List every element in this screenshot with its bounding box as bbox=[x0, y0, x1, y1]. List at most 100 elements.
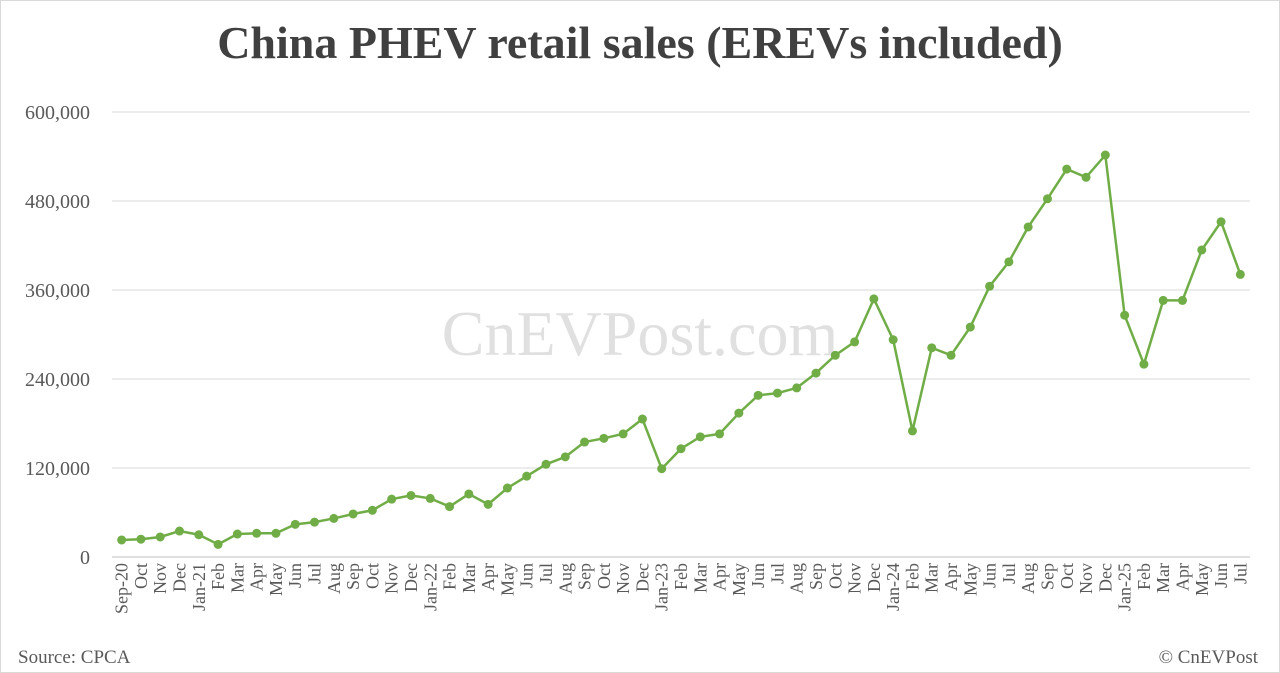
data-point bbox=[541, 459, 551, 469]
data-point bbox=[985, 281, 995, 291]
x-tick-label: Apr bbox=[941, 563, 961, 591]
x-tick-label: Aug bbox=[787, 563, 807, 594]
x-tick-label: Dec bbox=[864, 563, 884, 592]
x-tick-label: Mar bbox=[1153, 563, 1173, 593]
data-point bbox=[425, 493, 435, 503]
x-tick-label: Apr bbox=[247, 563, 267, 591]
data-point bbox=[1023, 222, 1033, 232]
x-tick-label: Jul bbox=[767, 563, 787, 584]
x-tick-label: Dec bbox=[170, 563, 190, 592]
data-point bbox=[1177, 295, 1187, 305]
x-tick-label: Jan-24 bbox=[883, 563, 903, 611]
x-tick-label: Aug bbox=[1018, 563, 1038, 594]
x-tick-label: Dec bbox=[1095, 563, 1115, 592]
x-tick-label: Oct bbox=[594, 563, 614, 589]
data-point bbox=[1197, 245, 1207, 255]
data-point bbox=[406, 490, 416, 500]
x-tick-label: Feb bbox=[1134, 563, 1154, 590]
x-tick-label: May bbox=[497, 563, 517, 596]
x-tick-label: Jun bbox=[980, 563, 1000, 588]
x-tick-label: Feb bbox=[902, 563, 922, 590]
data-point bbox=[387, 494, 397, 504]
data-point bbox=[676, 444, 686, 454]
data-point bbox=[1081, 172, 1091, 182]
x-tick-label: Nov bbox=[382, 563, 402, 594]
data-point bbox=[1042, 194, 1052, 204]
data-point bbox=[734, 408, 744, 418]
data-point bbox=[811, 368, 821, 378]
data-point bbox=[483, 499, 493, 509]
x-tick-label: Apr bbox=[1172, 563, 1192, 591]
x-tick-label: Oct bbox=[825, 563, 845, 589]
data-point bbox=[175, 526, 185, 536]
chart-title: China PHEV retail sales (EREVs included) bbox=[217, 17, 1063, 68]
data-point bbox=[888, 335, 898, 345]
x-tick-label: Jan-23 bbox=[652, 563, 672, 611]
x-tick-label: Apr bbox=[478, 563, 498, 591]
data-point bbox=[329, 513, 339, 523]
data-point bbox=[252, 528, 262, 538]
data-point bbox=[271, 528, 281, 538]
data-point bbox=[367, 505, 377, 515]
data-point bbox=[502, 483, 512, 493]
source: Source: CPCA bbox=[18, 647, 131, 668]
data-point bbox=[1216, 217, 1226, 227]
data-point bbox=[850, 337, 860, 347]
x-tick-label: Jul bbox=[536, 563, 556, 584]
data-point bbox=[1235, 269, 1245, 279]
x-tick-label: May bbox=[729, 563, 749, 596]
data-point bbox=[580, 437, 590, 447]
x-tick-label: Mar bbox=[690, 563, 710, 593]
data-point bbox=[657, 464, 667, 474]
x-tick-label: Jan-22 bbox=[420, 563, 440, 611]
y-tick-label: 480,000 bbox=[25, 191, 90, 213]
x-tick-label: May bbox=[1192, 563, 1212, 596]
data-point bbox=[232, 529, 242, 539]
data-point bbox=[348, 509, 358, 519]
data-point bbox=[194, 530, 204, 540]
data-point bbox=[927, 343, 937, 353]
data-point bbox=[290, 519, 300, 529]
x-tick-label: Jan-21 bbox=[189, 563, 209, 611]
data-point bbox=[445, 502, 455, 512]
data-point bbox=[560, 452, 570, 462]
data-point bbox=[715, 429, 725, 439]
x-tick-label: Dec bbox=[632, 563, 652, 592]
x-tick-label: May bbox=[266, 563, 286, 596]
x-tick-label: Jun bbox=[517, 563, 537, 588]
x-tick-label: Aug bbox=[324, 563, 344, 594]
data-point bbox=[522, 471, 532, 481]
x-tick-label: Sep bbox=[575, 563, 595, 590]
x-tick-label: Sep bbox=[806, 563, 826, 590]
watermark: CnEVPost.com bbox=[442, 298, 838, 369]
x-tick-label: Mar bbox=[922, 563, 942, 593]
data-point bbox=[618, 429, 628, 439]
x-tick-label: Sep-20 bbox=[112, 563, 132, 614]
data-point bbox=[1062, 164, 1072, 174]
data-point bbox=[136, 534, 146, 544]
x-tick-label: Sep bbox=[1037, 563, 1057, 590]
x-tick-label: Oct bbox=[362, 563, 382, 589]
data-point bbox=[155, 532, 165, 542]
data-point bbox=[1120, 310, 1130, 320]
data-point bbox=[695, 432, 705, 442]
x-tick-label: Jun bbox=[748, 563, 768, 588]
x-tick-label: Feb bbox=[208, 563, 228, 590]
y-tick-label: 240,000 bbox=[25, 369, 90, 391]
data-point bbox=[1004, 257, 1014, 267]
x-tick-label: Nov bbox=[150, 563, 170, 594]
data-point bbox=[792, 383, 802, 393]
data-point bbox=[1100, 150, 1110, 160]
x-tick-label: Nov bbox=[613, 563, 633, 594]
x-tick-label: Oct bbox=[1057, 563, 1077, 589]
data-point bbox=[464, 489, 474, 499]
data-point bbox=[1139, 359, 1149, 369]
credit: © CnEVPost bbox=[1159, 647, 1259, 668]
x-tick-label: Apr bbox=[710, 563, 730, 591]
x-tick-label: Nov bbox=[1076, 563, 1096, 594]
x-tick-label: Mar bbox=[459, 563, 479, 593]
x-tick-label: May bbox=[960, 563, 980, 596]
x-tick-label: Jul bbox=[999, 563, 1019, 584]
data-point bbox=[637, 414, 647, 424]
